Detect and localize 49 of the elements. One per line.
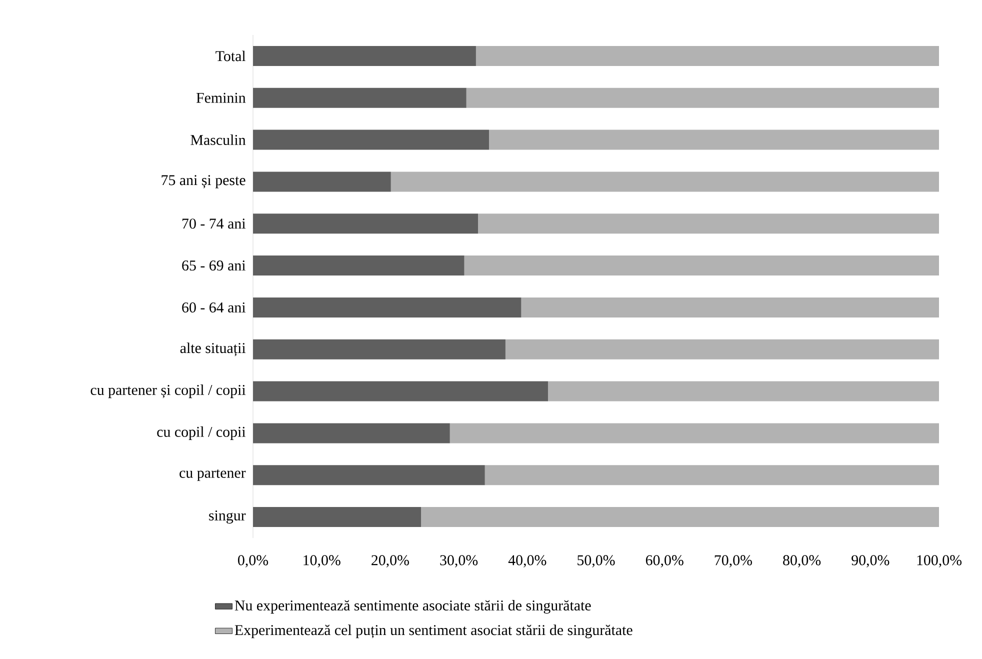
x-tick-label: 60,0%	[646, 555, 684, 568]
bar	[253, 214, 478, 234]
x-tick-label: 100,0%	[917, 555, 962, 568]
bar	[548, 381, 940, 402]
bar	[253, 297, 522, 318]
bar	[253, 256, 464, 276]
bar	[464, 256, 940, 276]
bar	[521, 297, 940, 318]
bar	[253, 46, 476, 66]
bar	[253, 130, 489, 150]
x-tick-label: 30,0%	[440, 555, 478, 568]
bar	[421, 507, 940, 528]
legend-label: Experimentează cel puțin un sentiment asociat stării de singurătate	[234, 624, 632, 638]
bar	[253, 172, 391, 192]
y-tick-label: 65 - 69 ani	[182, 260, 246, 271]
bar	[253, 423, 450, 444]
bar	[253, 88, 466, 108]
y-tick-label: singur	[209, 510, 246, 524]
y-tick-label: 75 ani și peste	[162, 175, 246, 188]
legend-label: Nu experimentează sentimente asociate stării de singurătate	[234, 600, 591, 614]
bar	[253, 507, 422, 528]
y-tick-label: cu partener	[180, 469, 246, 481]
x-tick-label: 20,0%	[372, 555, 409, 568]
y-tick-label: Feminin	[196, 92, 246, 103]
bar	[450, 423, 940, 444]
y-tick-label: Masculin	[190, 134, 246, 146]
x-tick-label: 90,0%	[852, 555, 890, 568]
x-tick-label: 70,0%	[714, 555, 752, 568]
bar	[466, 88, 940, 108]
bar	[253, 339, 506, 360]
y-tick-label: alte situații	[180, 342, 246, 356]
bar	[478, 214, 940, 234]
y-tick-label: Total	[216, 50, 246, 62]
bar	[505, 339, 940, 360]
x-tick-label: 80,0%	[783, 555, 821, 568]
bar	[253, 465, 485, 486]
bar	[390, 172, 940, 192]
bar	[484, 465, 940, 486]
y-tick-label: 70 - 74 ani	[182, 218, 246, 229]
bar	[253, 381, 548, 402]
y-tick-label: cu partener și copil / copii	[90, 384, 246, 398]
x-tick-label: 10,0%	[304, 555, 340, 568]
x-tick-label: 50,0%	[578, 555, 615, 568]
bar	[476, 46, 940, 66]
y-tick-label: cu copil / copii	[157, 426, 246, 440]
x-tick-label: 0,0%	[238, 555, 268, 568]
x-tick-label: 40,0%	[508, 555, 546, 568]
y-tick-label: 60 - 64 ani	[182, 302, 246, 312]
bar	[488, 130, 940, 150]
